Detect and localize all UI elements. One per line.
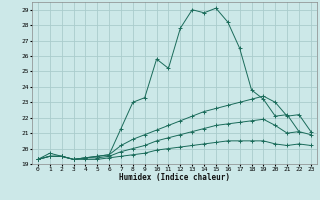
X-axis label: Humidex (Indice chaleur): Humidex (Indice chaleur) (119, 173, 230, 182)
